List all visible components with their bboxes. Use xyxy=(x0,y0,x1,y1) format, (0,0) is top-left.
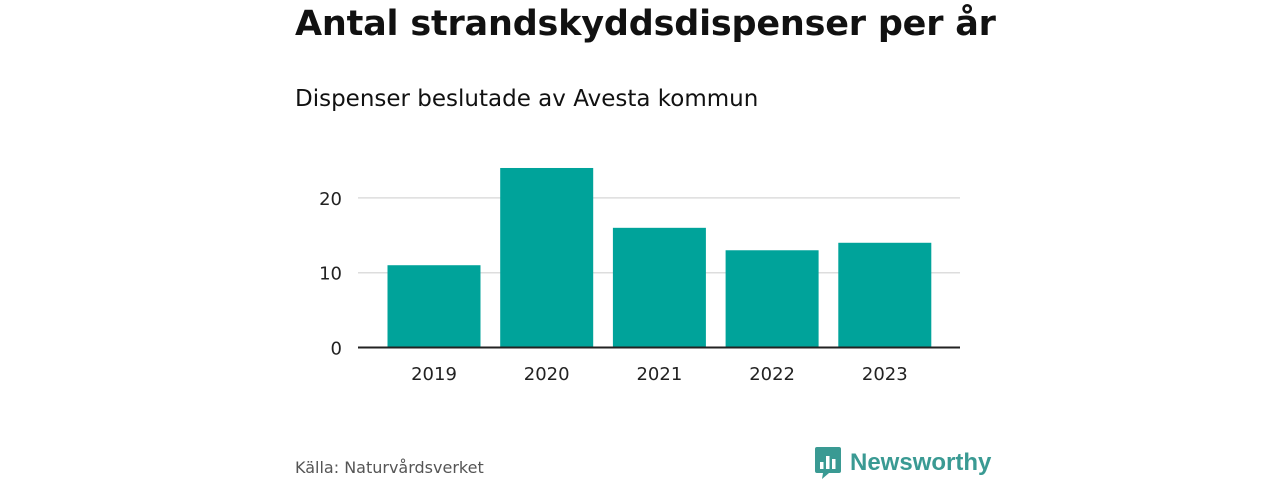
source-note: Källa: Naturvårdsverket xyxy=(295,458,484,477)
y-tick-label: 0 xyxy=(331,339,342,360)
x-tick-label: 2020 xyxy=(524,364,570,385)
chart-title: Antal strandskyddsdispenser per år xyxy=(295,4,996,44)
x-tick-label: 2023 xyxy=(862,364,908,385)
brand-name: Newsworthy xyxy=(850,449,992,476)
bar-2022 xyxy=(725,250,819,348)
y-axis-ticks: 0 10 20 xyxy=(319,189,342,360)
x-axis-ticks: 2019 2020 2021 2022 2023 xyxy=(411,364,908,385)
bars xyxy=(387,167,932,348)
bar-2021 xyxy=(612,227,706,348)
x-tick-label: 2022 xyxy=(749,364,795,385)
y-tick-label: 10 xyxy=(319,264,342,285)
bar-2019 xyxy=(387,265,481,348)
y-tick-label: 20 xyxy=(319,189,342,210)
x-tick-label: 2021 xyxy=(636,364,682,385)
bar-chart-badge-icon xyxy=(815,447,841,479)
chart-subtitle: Dispenser beslutade av Avesta kommun xyxy=(295,86,759,112)
brand-logo: Newsworthy xyxy=(814,446,991,480)
x-tick-label: 2019 xyxy=(411,364,457,385)
bar-2023 xyxy=(838,242,932,348)
bar-2020 xyxy=(500,167,594,348)
